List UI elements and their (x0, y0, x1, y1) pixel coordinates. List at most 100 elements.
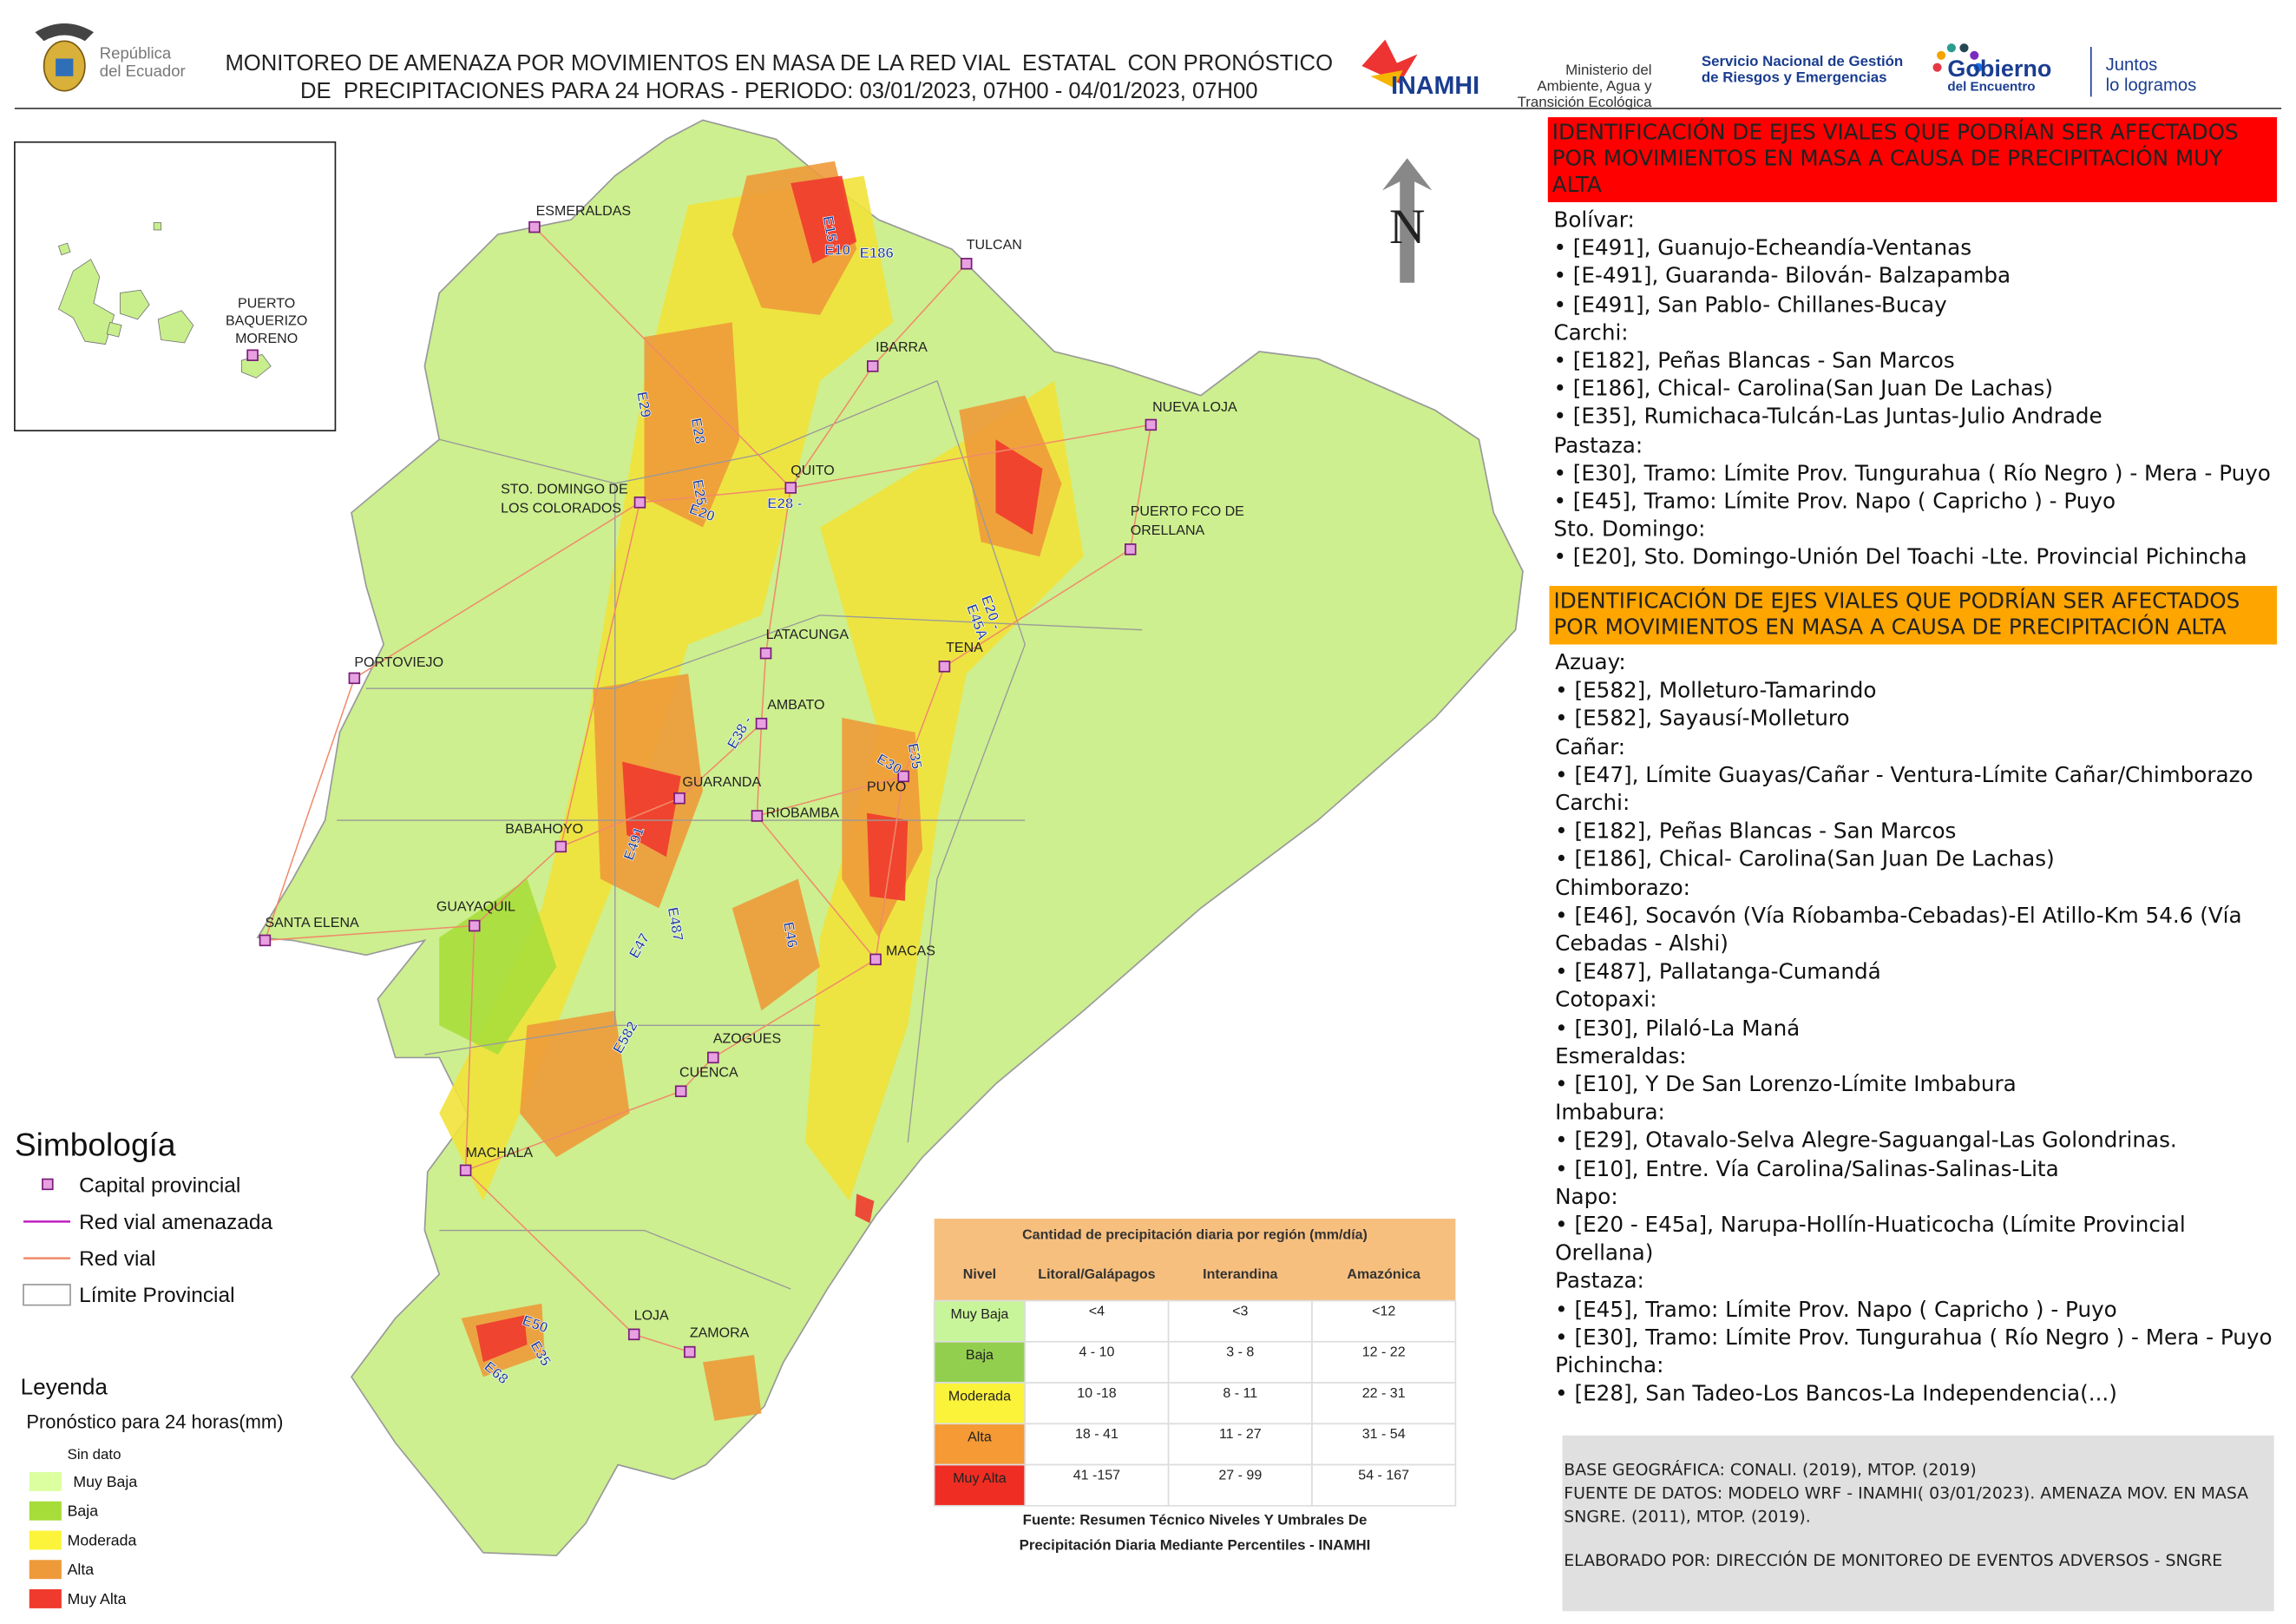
province: Pichincha: (1555, 1353, 1664, 1379)
city-label: LOS COLORADOS (501, 501, 621, 516)
logo-text: Ministerio del (1565, 62, 1651, 78)
logo-text: Transición Ecológica (1518, 94, 1653, 110)
legend-swatch (29, 1560, 62, 1580)
capital-marker (938, 661, 951, 673)
gobierno-mark (1959, 43, 1969, 53)
footer-box: BASE GEOGRÁFICA: CONALI. (2019), MTOP. (… (1564, 1459, 2269, 1574)
logo-text: Servicio Nacional de Gestión (1702, 53, 1903, 69)
road (265, 924, 475, 942)
road-label: E10 (824, 242, 850, 259)
road (465, 1169, 635, 1335)
road-item: [E491], Guanujo-Echeandía-Ventanas (1548, 234, 2280, 262)
city-label: MORENO (235, 331, 298, 346)
province-boundary (439, 1229, 791, 1290)
table-cell (1167, 1423, 1313, 1466)
province-boundary (907, 380, 1026, 1143)
capital-marker (469, 919, 481, 932)
logo-text: Juntos (2106, 56, 2158, 75)
province: Azuay: (1555, 650, 1626, 675)
province-boundary (365, 615, 1143, 689)
road (760, 653, 767, 724)
footer-line: FUENTE DE DATOS: MODELO WRF - INAMHI( 03… (1564, 1483, 2249, 1527)
table-column: Nivel (963, 1266, 996, 1282)
logo-text: INAMHI (1391, 72, 1479, 100)
road (875, 776, 904, 960)
capital-marker (869, 953, 882, 966)
road (712, 958, 876, 1059)
table-value: Alta (968, 1430, 992, 1445)
hazard-zone (703, 1354, 762, 1421)
road-label: E35 (904, 742, 925, 771)
road (756, 723, 763, 817)
table-column: Interandina (1203, 1266, 1278, 1282)
table-value: <4 (1089, 1303, 1105, 1318)
inamhi-mark (1361, 39, 1418, 84)
city-label: GUARANDA (682, 774, 761, 790)
city-label: STO. DOMINGO DE (501, 482, 628, 497)
legend-item: Baja (68, 1502, 99, 1520)
road-label: E46 (780, 921, 801, 950)
gobierno-mark (1946, 43, 1956, 53)
city-label: PUERTO FCO DE (1131, 503, 1244, 519)
logo-text: lo logramos (2106, 76, 2197, 95)
province: Cotopaxi: (1555, 988, 1657, 1013)
legend-item: Sin dato (68, 1446, 121, 1463)
province: Napo: (1555, 1184, 1618, 1210)
hazard-zone (855, 1193, 875, 1224)
coat-of-arms (35, 23, 94, 92)
road-item: [E-491], Guaranda- Bilován- Balzapamba (1548, 263, 2280, 291)
road (264, 678, 356, 941)
table-level-cell (933, 1463, 1027, 1507)
city-label: BABAHOYO (505, 821, 583, 837)
city-label: LATACUNGA (766, 627, 850, 642)
table-value: 22 - 31 (1362, 1385, 1406, 1401)
capital-marker (961, 258, 973, 270)
table-value: 8 - 11 (1223, 1385, 1257, 1401)
capital-marker (627, 1328, 640, 1341)
title: DE PRECIPITACIONES PARA 24 HORAS - PERIO… (300, 79, 1258, 103)
legend-title: Leyenda (21, 1374, 108, 1400)
north-label: N (1389, 200, 1425, 254)
symbology-item: Red vial amenazada (79, 1211, 272, 1234)
table-header-bg (934, 1219, 1456, 1301)
capital-marker (674, 1085, 687, 1097)
table-cell (1024, 1463, 1170, 1507)
road (561, 798, 680, 848)
capital-marker (707, 1051, 719, 1064)
capital-marker (528, 220, 541, 233)
coat-shape (35, 23, 94, 42)
map (256, 119, 1524, 1557)
coat-shape (56, 58, 74, 76)
province: Pastaza: (1555, 1269, 1644, 1294)
table-cell (1024, 1382, 1170, 1425)
province: Carchi: (1553, 320, 1629, 345)
hazard-zone (995, 439, 1043, 535)
panel: IDENTIFICACIÓN DE EJES VIALES QUE PODRÍA… (1547, 117, 2280, 572)
road (560, 502, 641, 847)
table-value: 31 - 54 (1362, 1426, 1406, 1442)
table-value: Muy Alta (953, 1470, 1007, 1486)
table-cell (1024, 1423, 1170, 1466)
city-label: QUITO (790, 463, 834, 478)
capital-marker (459, 1164, 472, 1177)
table-level-cell (933, 1382, 1027, 1425)
city-label: PORTOVIEJO (354, 654, 443, 670)
symbology-item: Red vial (79, 1247, 155, 1271)
logo-text: República (100, 44, 172, 62)
table-cell (1311, 1340, 1457, 1384)
symbology-item: Límite Provincial (79, 1284, 234, 1307)
table-cell (1311, 1382, 1457, 1425)
road (902, 666, 946, 777)
road-item: [E45], Tramo: Límite Prov. Napo ( Capric… (1549, 1296, 2281, 1324)
city-label: TENA (946, 640, 983, 655)
symbol-capital (42, 1178, 54, 1191)
hazard-zone (790, 175, 857, 264)
title: MONITOREO DE AMENAZA POR MOVIMIENTOS EN … (225, 50, 1333, 76)
capital-marker (259, 934, 272, 947)
city-label: MACHALA (466, 1145, 534, 1160)
road-item: [E28], San Tadeo-Los Bancos-La Independe… (1549, 1380, 2281, 1406)
table-value: 10 -18 (1077, 1385, 1117, 1401)
road-item: [E20], Sto. Domingo-Unión Del Toachi -Lt… (1548, 544, 2280, 572)
logo-text: de Riesgos y Emergencias (1702, 69, 1887, 86)
